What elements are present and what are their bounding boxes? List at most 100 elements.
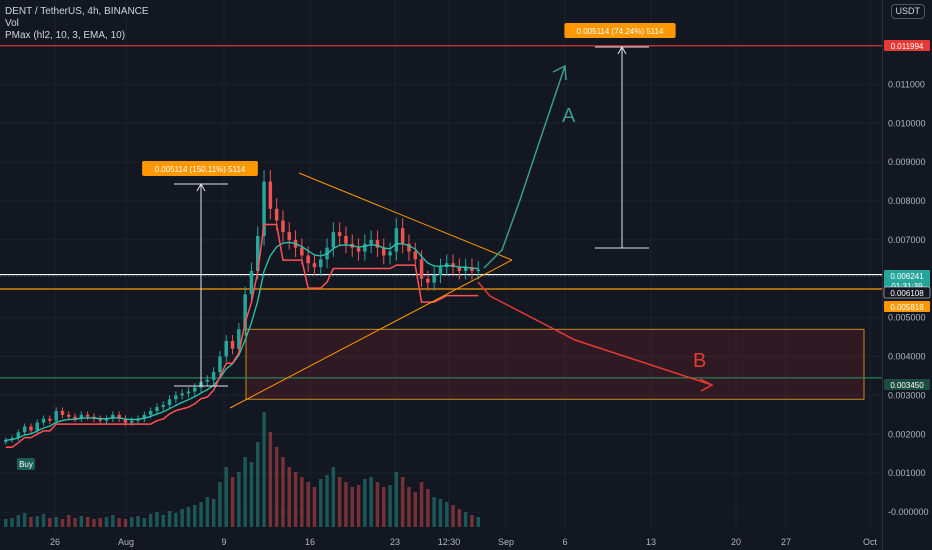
- volume-bar: [180, 509, 184, 527]
- candle-body: [363, 243, 367, 252]
- candle-body: [470, 267, 474, 272]
- volume-bar: [123, 519, 128, 527]
- candle-body: [388, 251, 392, 256]
- candle-body: [274, 208, 279, 221]
- measure-label-right: 0.005114 (74.24%) 5114: [577, 27, 664, 36]
- x-tick-label: 6: [562, 537, 567, 547]
- volume-bar: [319, 479, 323, 527]
- buy-marker-bg: [17, 458, 35, 470]
- y-tick-label: -0.000000: [888, 507, 929, 517]
- measure-arrow-left-head: [196, 182, 206, 192]
- candle-body: [394, 228, 399, 252]
- candle-body: [148, 410, 153, 415]
- volume-bar: [281, 457, 285, 527]
- candle-body: [356, 247, 361, 252]
- candle-body: [319, 259, 323, 268]
- volume-bar: [155, 512, 159, 527]
- price-axis-label: 0.011994: [891, 42, 924, 51]
- volume-bar: [438, 499, 443, 527]
- y-tick-label: 0.003000: [888, 390, 926, 400]
- candle-body: [98, 418, 102, 421]
- candle-body: [382, 247, 386, 256]
- price-axis-separator: [882, 0, 883, 550]
- candle-body: [205, 379, 210, 382]
- volume-bar: [325, 475, 329, 527]
- volume-bar: [174, 513, 178, 527]
- volume-bar: [293, 472, 298, 527]
- volume-bar: [237, 472, 241, 527]
- candle-body: [463, 267, 468, 272]
- volume-bar: [35, 516, 39, 527]
- scenario-b-arrowhead: [699, 378, 714, 392]
- ema-line: [5, 241, 479, 441]
- x-tick-label: 27: [781, 537, 791, 547]
- volume-bar: [79, 516, 84, 527]
- candle-body: [281, 220, 285, 233]
- volume-bar: [445, 502, 449, 527]
- volume-bar: [356, 485, 361, 527]
- x-tick-label: 16: [305, 537, 315, 547]
- candle-body: [218, 356, 222, 373]
- candle-body: [104, 418, 109, 421]
- candle-body: [432, 274, 436, 283]
- volume-bar: [312, 487, 317, 527]
- volume-bar: [256, 442, 260, 527]
- candle-body: [193, 387, 197, 392]
- volume-bar: [16, 515, 21, 527]
- candle-body: [167, 399, 172, 406]
- volume-bar: [394, 472, 399, 527]
- x-tick-label: 23: [390, 537, 400, 547]
- candle-body: [211, 372, 216, 380]
- candle-body: [117, 414, 121, 419]
- y-tick-label: 0.008000: [888, 196, 926, 206]
- volume-bar: [268, 432, 273, 527]
- candle-body: [268, 181, 273, 209]
- currency-button[interactable]: USDT: [890, 4, 925, 19]
- candle-body: [344, 236, 348, 244]
- volume-bar: [413, 492, 417, 527]
- chart-legend: DENT / TetherUS, 4h, BINANCE Vol PMax (h…: [5, 6, 149, 42]
- volume-bar: [186, 507, 191, 527]
- y-tick-label: 0.005000: [888, 313, 926, 323]
- volume-bar: [388, 485, 392, 527]
- volume-bar: [73, 518, 77, 527]
- price-axis-label-bg: [884, 379, 930, 390]
- volume-bar: [167, 511, 172, 527]
- volume-bar: [29, 517, 33, 527]
- measure-label-left-bg: [142, 161, 258, 176]
- candle-body: [413, 251, 417, 260]
- candle-body: [337, 232, 342, 237]
- volume-bar: [98, 518, 102, 527]
- candle-body: [312, 263, 317, 268]
- y-tick-label: 0.011000: [888, 79, 925, 89]
- scenario-b-label: B: [693, 350, 706, 372]
- candle-body: [16, 432, 21, 439]
- volume-bar: [426, 489, 430, 527]
- candle-body: [186, 391, 191, 394]
- candle-body: [155, 407, 159, 411]
- candle-body: [79, 414, 84, 419]
- candle-body: [331, 232, 336, 248]
- price-axis-label-bg: [883, 286, 931, 299]
- volume-bar: [470, 515, 474, 527]
- candle-body: [123, 418, 128, 423]
- volume-bar: [148, 514, 153, 527]
- volume-bar: [337, 477, 342, 527]
- volume-bar: [407, 487, 411, 527]
- volume-bar: [249, 462, 254, 527]
- volume-bar: [274, 447, 279, 527]
- candle-body: [224, 340, 228, 357]
- candle-body: [400, 228, 405, 244]
- y-tick-label: 0.002000: [888, 429, 926, 439]
- volume-bar: [451, 505, 455, 527]
- price-axis-label-bg: [884, 301, 930, 312]
- y-tick-label: 0.004000: [888, 352, 926, 362]
- price-axis-label: 0.006241: [890, 272, 924, 281]
- volume-bar: [382, 487, 386, 527]
- volume-bar: [369, 477, 373, 527]
- volume-bar: [243, 457, 247, 527]
- volume-bar: [230, 477, 235, 527]
- volume-bar: [306, 482, 310, 527]
- candle-body: [476, 269, 480, 272]
